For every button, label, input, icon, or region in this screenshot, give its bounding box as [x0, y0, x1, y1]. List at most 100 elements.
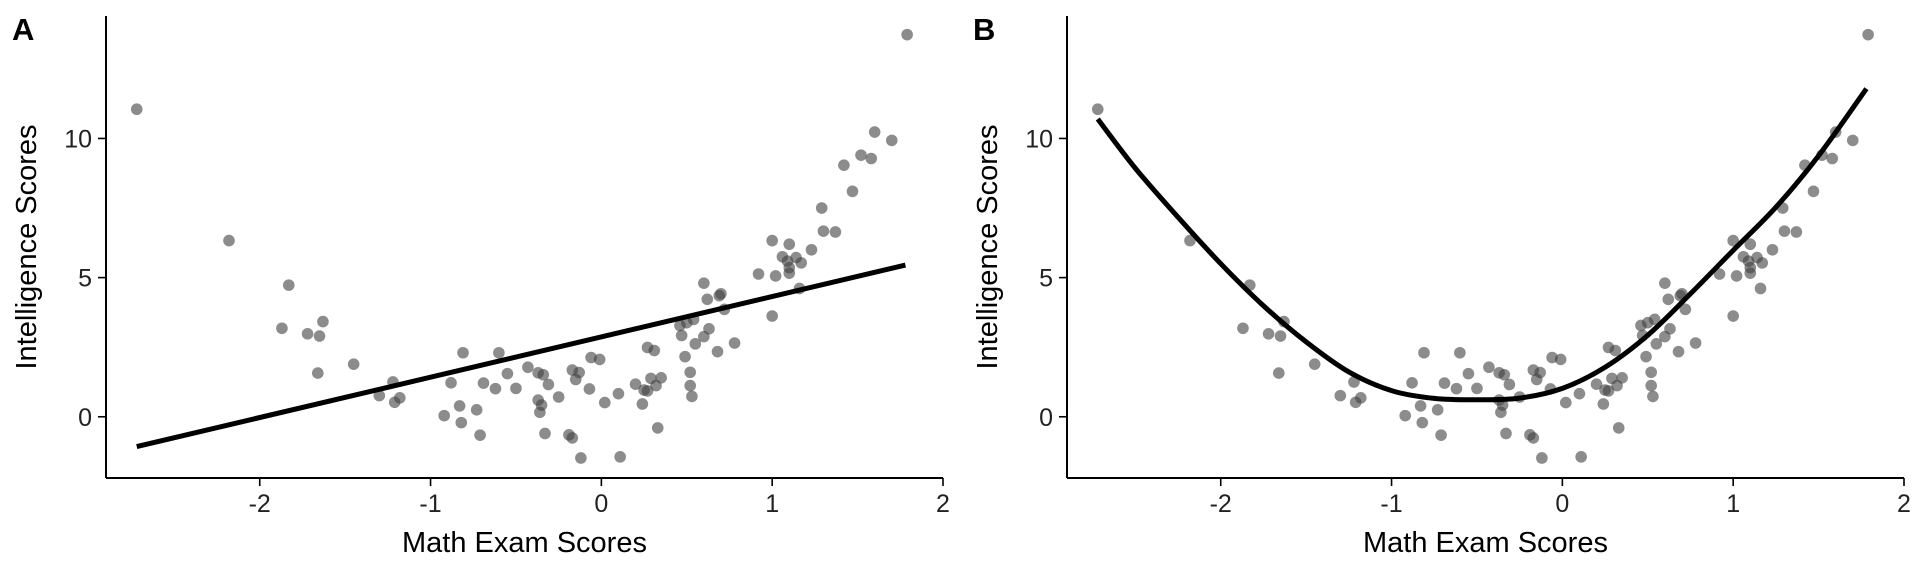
- data-point: [1503, 378, 1516, 391]
- data-point: [1756, 257, 1769, 269]
- data-point: [885, 134, 898, 147]
- data-point: [614, 451, 626, 463]
- data-point: [1500, 427, 1512, 440]
- data-point: [501, 367, 514, 380]
- data-point: [698, 277, 710, 289]
- data-point: [675, 329, 688, 342]
- data-point: [537, 368, 550, 381]
- data-point: [1754, 282, 1767, 295]
- data-point: [684, 366, 696, 379]
- data-point: [846, 185, 859, 198]
- x-tick-label: -1: [419, 490, 441, 518]
- data-point: [1554, 353, 1567, 366]
- data-point: [522, 361, 534, 374]
- data-point: [1274, 330, 1287, 342]
- data-point: [1334, 389, 1347, 402]
- x-tick-label: -2: [249, 490, 271, 518]
- x-tick-label: 1: [765, 490, 779, 518]
- data-point: [1650, 338, 1663, 350]
- data-point: [1527, 432, 1540, 444]
- y-tick-label: 10: [64, 125, 92, 153]
- data-point: [542, 378, 555, 391]
- panel-a: A -2 -1 0 1 2 0 5 10 Math Exam Scores Intelligence…: [11, 12, 950, 559]
- data-point: [455, 416, 468, 429]
- data-point: [1399, 409, 1412, 422]
- data-point: [1826, 152, 1839, 165]
- data-point: [865, 152, 878, 165]
- data-point: [711, 345, 724, 358]
- data-point: [1559, 396, 1572, 409]
- data-point: [1091, 103, 1104, 116]
- data-point: [470, 404, 483, 416]
- data-point: [1416, 416, 1429, 429]
- data-point: [1438, 377, 1451, 389]
- x-tick-label: 0: [594, 490, 608, 518]
- data-point: [815, 202, 828, 214]
- data-point: [130, 103, 143, 116]
- data-point: [1308, 358, 1321, 370]
- x-tick-label: 2: [1897, 490, 1911, 518]
- data-point: [1744, 238, 1757, 251]
- data-point: [1471, 382, 1483, 395]
- y-tick-label: 0: [78, 404, 92, 432]
- data-point: [1414, 400, 1427, 412]
- data-point: [583, 383, 596, 395]
- data-point: [539, 427, 551, 440]
- data-point: [655, 372, 667, 384]
- data-point: [282, 279, 295, 291]
- data-point: [1727, 234, 1739, 247]
- panel-tag: A: [12, 12, 34, 47]
- data-point: [552, 391, 565, 403]
- data-point: [1645, 379, 1657, 392]
- data-point: [1727, 310, 1739, 322]
- data-point: [394, 392, 406, 404]
- data-point: [535, 399, 548, 411]
- data-point: [1645, 366, 1657, 379]
- data-point: [1435, 429, 1447, 441]
- data-point: [701, 293, 714, 306]
- data-point: [1778, 225, 1791, 237]
- data-point: [573, 366, 585, 379]
- data-point: [373, 389, 386, 402]
- data-point: [1766, 243, 1779, 256]
- data-point: [312, 367, 324, 379]
- y-axis-title: Intelligence Scores: [11, 124, 43, 369]
- data-point: [317, 315, 329, 328]
- data-point: [612, 387, 625, 400]
- data-point: [1730, 270, 1743, 282]
- data-point: [817, 225, 830, 237]
- data-point: [489, 382, 502, 395]
- data-point: [1498, 368, 1511, 381]
- data-point: [575, 452, 587, 464]
- data-point: [598, 396, 611, 409]
- data-point: [493, 346, 505, 359]
- data-point: [1184, 234, 1196, 247]
- data-point: [1713, 268, 1726, 280]
- data-point: [1648, 313, 1661, 326]
- data-point: [838, 159, 850, 171]
- data-point: [805, 243, 818, 256]
- data-point: [686, 390, 698, 403]
- data-point: [1573, 387, 1586, 400]
- data-point: [795, 257, 808, 269]
- data-point: [477, 377, 490, 389]
- data-point: [1262, 328, 1275, 340]
- data-point: [728, 337, 741, 349]
- data-point: [689, 338, 702, 350]
- data-point: [1597, 398, 1610, 410]
- data-point: [223, 234, 235, 247]
- data-point: [301, 328, 314, 340]
- y-tick-label: 0: [1039, 404, 1053, 432]
- data-point: [1602, 385, 1615, 397]
- data-point: [868, 126, 881, 138]
- data-point: [783, 261, 796, 274]
- y-tick-label: 5: [1039, 265, 1053, 293]
- panel-b: B -2 -1 0 1 2 0 5 10 Math Exam Scores Intelligence…: [972, 12, 1911, 559]
- data-point: [641, 385, 654, 397]
- data-point: [566, 432, 579, 444]
- data-point: [313, 330, 326, 342]
- data-point: [438, 409, 451, 422]
- data-point: [1647, 390, 1659, 403]
- data-point: [510, 382, 522, 395]
- data-point: [1616, 372, 1628, 384]
